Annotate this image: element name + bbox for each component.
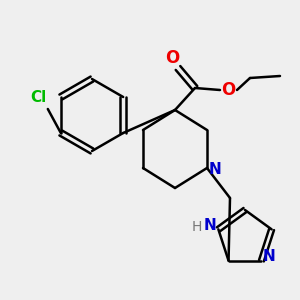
Text: N: N — [263, 249, 276, 264]
Text: O: O — [221, 81, 235, 99]
Text: O: O — [165, 49, 179, 67]
Text: N: N — [208, 163, 221, 178]
Text: Cl: Cl — [31, 89, 47, 104]
Text: N: N — [204, 218, 217, 233]
Text: H: H — [191, 220, 202, 234]
